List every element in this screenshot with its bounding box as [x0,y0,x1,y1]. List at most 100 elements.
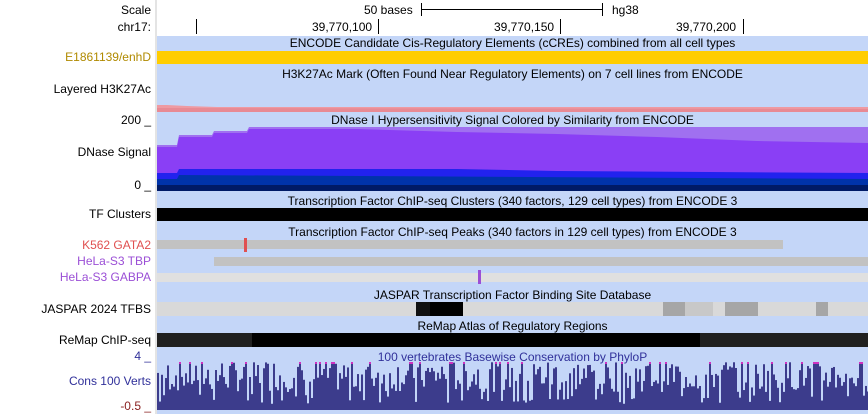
phylop-clip-marker [369,362,371,364]
phylop-clip-marker [231,362,233,364]
phylop-bar [565,381,567,410]
tf-peak-label-hela-tbp[interactable]: HeLa-S3 TBP [77,254,151,268]
phylop-bar [303,379,305,410]
tf-peak-k562-gata2[interactable] [157,240,783,249]
phylop-bar [753,395,755,410]
phylop-clip-marker [419,362,421,364]
phylop-bar [367,366,369,410]
phylop-bar [613,391,615,410]
phylop-conservation-plot[interactable] [157,362,868,414]
phylop-bar [757,373,759,410]
phylop-bar [187,382,189,410]
phylop-bar [669,368,671,410]
tf-peak-hela-tbp[interactable] [214,257,868,266]
phylop-clip-marker [507,362,509,364]
phylop-bar [547,362,549,410]
jaspar-motif[interactable] [816,302,828,316]
phylop-bar [185,373,187,410]
phylop-bar [593,370,595,410]
phylop-bar [751,387,753,410]
phylop-bar [647,365,649,410]
phylop-bar [319,362,321,410]
phylop-bar [345,376,347,410]
phylop-bar [159,401,161,410]
phylop-bar [399,391,401,410]
phylop-clip-marker [815,362,817,364]
phylop-clip-marker [333,362,335,364]
phylop-bar [789,362,791,410]
phylop-bar [803,385,805,410]
phylop-bar [485,388,487,410]
phylop-bar [195,365,197,410]
phylop-bar [343,365,345,410]
phylop-bar [599,383,601,410]
phylop-bar [487,400,489,410]
remap-track-label[interactable]: ReMap ChIP-seq [58,333,151,347]
phylop-bar [431,367,433,410]
jaspar-motif[interactable] [685,302,713,316]
phylop-bar [631,399,633,410]
tf-peak-label-hela-gabpa[interactable]: HeLa-S3 GABPA [59,270,151,284]
phylop-bar [805,377,807,410]
phylop-bar [841,385,843,410]
jaspar-motif[interactable] [663,302,685,316]
phylop-clip-marker [709,362,711,364]
jaspar-track-label[interactable]: JASPAR 2024 TFBS [41,302,151,316]
tf-peak-summit-hela-gabpa[interactable] [478,270,481,284]
jaspar-motif[interactable] [416,302,430,316]
ruler-position-2: 39,770,150 [494,20,555,34]
phylop-clip-marker [817,362,819,364]
jaspar-motif[interactable] [725,302,758,316]
phylop-bar [709,362,711,410]
h3k27ac-signal-base [157,108,868,112]
phylop-bar [807,366,809,410]
phylop-clip-marker [411,362,413,364]
phylop-bar [453,362,455,410]
remap-peak[interactable] [700,333,868,347]
phylop-bar [353,386,355,410]
dnase-track-label[interactable]: DNase Signal [77,145,151,159]
phylop-bar [519,373,521,410]
phylop-clip-marker [449,362,451,364]
ccre-element-bar[interactable] [157,51,868,64]
remap-peak[interactable] [157,333,252,347]
h3k27ac-track-label[interactable]: Layered H3K27Ac [53,82,151,96]
ruler-tick [743,19,744,34]
phylop-bar [225,383,227,410]
phylop-bar [673,381,675,410]
tf-cluster-bar[interactable] [157,208,868,221]
phylop-clip-marker [741,362,743,364]
phylop-bar [737,391,739,410]
tf-peak-label-k562-gata2[interactable]: K562 GATA2 [82,238,151,252]
phylop-bar [349,400,351,410]
tf-peak-hela-gabpa[interactable] [157,273,868,282]
tf-peak-summit-k562-gata2[interactable] [244,238,247,252]
phylop-bar [717,375,719,410]
remap-peak[interactable] [252,333,700,347]
phylop-bar [191,384,193,410]
phylop-bar [563,399,565,410]
phylop-bar [497,366,499,410]
dnase-track-title: DNase I Hypersensitivity Signal Colored … [331,113,694,127]
phylop-clip-marker [747,362,749,364]
phylop-bar [637,381,639,410]
dnase-signal[interactable] [157,127,868,191]
h3k27ac-signal[interactable] [157,98,868,112]
phylop-bar [357,374,359,410]
phylop-bar [375,377,377,410]
phylop-bar [783,391,785,410]
phylop-bar [623,403,625,410]
tracks-data-panel[interactable]: 50 bases hg38 39,770,100 39,770,150 39,7… [157,0,868,414]
phylop-bar [575,389,577,410]
ccre-item-label[interactable]: E1861139/enhD [65,50,151,64]
phylop-bar [173,386,175,410]
phylop-clip-marker [649,362,651,364]
tf-clusters-track-label[interactable]: TF Clusters [88,207,151,221]
phylop-track-label[interactable]: Cons 100 Verts [68,374,151,388]
phylop-bar [447,402,449,410]
jaspar-motif[interactable] [430,302,463,316]
phylop-bar [331,362,333,410]
phylop-bar [279,375,281,410]
phylop-bar [557,399,559,410]
